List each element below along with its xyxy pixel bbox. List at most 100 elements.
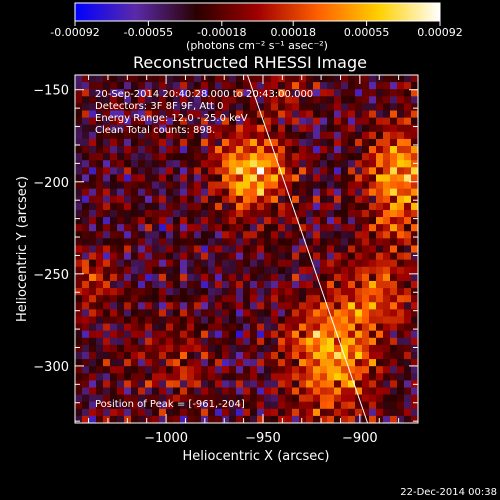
heatmap-cell — [194, 288, 202, 296]
heatmap-cell — [159, 401, 167, 410]
heatmap-cell — [82, 373, 90, 381]
heatmap-cell — [362, 337, 370, 346]
heatmap-cell — [334, 167, 342, 176]
heatmap-cell — [390, 280, 398, 289]
heatmap-cell — [348, 302, 356, 310]
heatmap-cell — [180, 75, 188, 83]
heatmap-cell — [313, 138, 321, 147]
heatmap-cell — [348, 202, 356, 211]
heatmap-cell — [257, 167, 265, 176]
heatmap-cell — [411, 131, 418, 140]
heatmap-cell — [173, 174, 181, 183]
heatmap-cell — [313, 323, 321, 332]
heatmap-cell — [376, 351, 384, 360]
heatmap-cell — [145, 231, 153, 239]
heatmap-cell — [152, 415, 160, 423]
heatmap-cell — [411, 117, 418, 126]
heatmap-cell — [131, 309, 139, 318]
heatmap-cell — [180, 124, 188, 133]
heatmap-cell — [341, 408, 349, 417]
heatmap-cell — [110, 110, 118, 119]
heatmap-cell — [89, 337, 97, 346]
heatmap-cell — [278, 224, 286, 232]
heatmap-cell — [383, 323, 391, 332]
heatmap-cell — [187, 387, 195, 396]
heatmap-cell — [152, 351, 160, 360]
heatmap-cell — [159, 96, 167, 105]
heatmap-cell — [131, 394, 139, 403]
heatmap-cell — [96, 309, 104, 318]
heatmap-cell — [390, 231, 398, 239]
heatmap-cell — [194, 231, 202, 239]
heatmap-cell — [215, 351, 223, 360]
heatmap-cell — [285, 288, 293, 296]
heatmap-cell — [89, 231, 97, 239]
heatmap-cell — [117, 245, 125, 254]
heatmap-cell — [103, 259, 111, 268]
heatmap-cell — [271, 96, 279, 105]
heatmap-cell — [292, 202, 300, 211]
heatmap-cell — [208, 387, 216, 396]
heatmap-cell — [397, 231, 405, 239]
heatmap-cell — [334, 117, 342, 126]
heatmap-cell — [292, 110, 300, 119]
heatmap-cell — [320, 89, 328, 97]
heatmap-cell — [138, 316, 146, 325]
heatmap-cell — [173, 224, 181, 232]
heatmap-cell — [383, 266, 391, 275]
heatmap-cell — [208, 245, 216, 254]
heatmap-cell — [362, 202, 370, 211]
heatmap-cell — [159, 394, 167, 403]
heatmap-cell — [229, 82, 237, 90]
heatmap-cell — [117, 415, 125, 423]
heatmap-cell — [166, 231, 174, 239]
heatmap-cell — [243, 138, 251, 147]
heatmap-cell — [404, 224, 412, 232]
heatmap-cell — [117, 110, 125, 119]
heatmap-cell — [397, 394, 405, 403]
heatmap-cell — [215, 174, 223, 183]
heatmap-cell — [320, 337, 328, 346]
heatmap-cell — [222, 359, 230, 367]
heatmap-cell — [215, 89, 223, 97]
heatmap-cell — [187, 82, 195, 90]
heatmap-cell — [264, 245, 272, 254]
heatmap-cell — [75, 295, 83, 303]
heatmap-cell — [159, 153, 167, 161]
heatmap-cell — [75, 408, 83, 417]
heatmap-cell — [208, 146, 216, 154]
heatmap-cell — [299, 217, 307, 225]
heatmap-cell — [271, 188, 279, 197]
heatmap-cell — [292, 280, 300, 289]
heatmap-cell — [131, 401, 139, 410]
heatmap-cell — [131, 266, 139, 275]
heatmap-cell — [124, 295, 132, 303]
heatmap-cell — [285, 323, 293, 332]
heatmap-cell — [369, 195, 377, 204]
heatmap-cell — [145, 124, 153, 133]
heatmap-cell — [355, 82, 363, 90]
heatmap-cell — [285, 266, 293, 275]
heatmap-cell — [152, 231, 160, 239]
heatmap-cell — [271, 82, 279, 90]
heatmap-cell — [138, 153, 146, 161]
heatmap-cell — [201, 103, 209, 112]
heatmap-cell — [341, 131, 349, 140]
heatmap-cell — [243, 195, 251, 204]
heatmap-cell — [376, 238, 384, 247]
heatmap-cell — [250, 302, 258, 310]
heatmap-cell — [75, 387, 83, 396]
heatmap-cell — [376, 280, 384, 289]
heatmap-cell — [376, 195, 384, 204]
heatmap-cell — [271, 302, 279, 310]
heatmap-cell — [369, 316, 377, 325]
heatmap-cell — [173, 323, 181, 332]
heatmap-cell — [369, 146, 377, 154]
heatmap-cell — [285, 124, 293, 133]
heatmap-cell — [215, 146, 223, 154]
heatmap-cell — [327, 266, 335, 275]
heatmap-cell — [376, 96, 384, 105]
heatmap-cell — [243, 373, 251, 381]
heatmap-cell — [96, 380, 104, 389]
heatmap-cell — [271, 359, 279, 367]
